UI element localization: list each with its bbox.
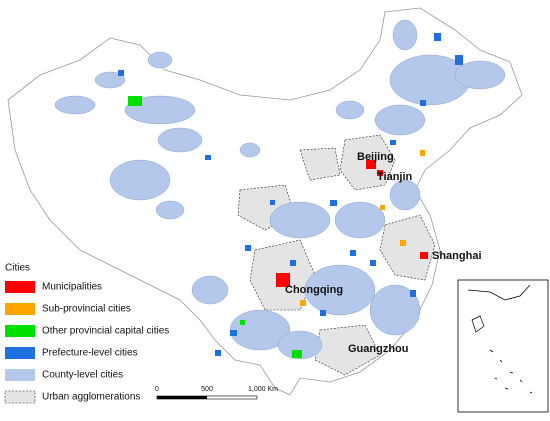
agglomeration — [314, 324, 381, 376]
agglomeration — [299, 147, 341, 181]
legend-title: Cities — [5, 263, 30, 274]
legend-swatch — [5, 303, 35, 315]
inset-map — [457, 279, 549, 413]
city-label: Chongqing — [285, 284, 343, 296]
legend-swatch — [4, 390, 36, 404]
legend-label: Urban agglomerations — [42, 392, 140, 403]
scale-label: 500 — [201, 386, 213, 393]
city-label: Beijing — [357, 151, 394, 163]
legend-label: Other provincial capital cities — [42, 326, 169, 337]
city-label: Tianjin — [377, 171, 413, 183]
prefecture-cities — [118, 33, 463, 358]
city-label: Shanghai — [432, 250, 482, 262]
legend-swatch — [5, 281, 35, 293]
agglomeration — [379, 214, 436, 281]
legend-label: Municipalities — [42, 282, 102, 293]
legend-label: County-level cities — [42, 370, 123, 381]
scale-label: 1,000 Km — [248, 386, 278, 393]
legend-swatch — [5, 347, 35, 359]
city-label: Guangzhou — [348, 343, 409, 355]
legend-label: Sub-provincial cities — [42, 304, 131, 315]
legend: Cities Municipalities Sub-provincial cit… — [4, 263, 169, 404]
scale-label: 0 — [155, 386, 159, 393]
legend-label: Prefecture-level cities — [42, 348, 138, 359]
legend-swatch — [5, 325, 35, 337]
scale-bar: 0 500 1,000 Km — [155, 386, 278, 400]
legend-swatch — [5, 369, 35, 381]
